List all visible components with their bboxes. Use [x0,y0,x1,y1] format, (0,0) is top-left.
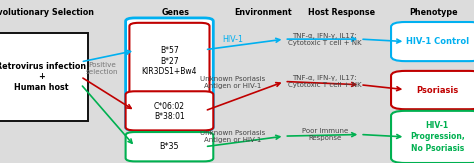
Text: Psoriasis: Psoriasis [416,86,458,95]
FancyBboxPatch shape [126,18,213,130]
FancyBboxPatch shape [391,22,474,61]
Text: Unknown Psoriasis
Antigen or HIV-1: Unknown Psoriasis Antigen or HIV-1 [200,76,265,89]
FancyBboxPatch shape [129,23,210,101]
FancyBboxPatch shape [391,111,474,163]
Text: Positive
selection: Positive selection [86,62,118,75]
Text: HIV-1
Progression,
No Psoriasis: HIV-1 Progression, No Psoriasis [410,121,465,153]
Text: Genes: Genes [161,8,190,17]
Text: Unknown Psoriasis
Antigen or HIV-1: Unknown Psoriasis Antigen or HIV-1 [200,130,265,143]
Text: Environment: Environment [234,8,292,17]
Text: Retrovirus infection
+
Human host: Retrovirus infection + Human host [0,62,87,91]
FancyBboxPatch shape [126,91,213,130]
Text: HIV-1: HIV-1 [222,35,243,44]
FancyBboxPatch shape [126,132,213,161]
FancyBboxPatch shape [391,71,474,109]
Text: HIV-1 Control: HIV-1 Control [406,37,469,46]
Text: TNF-α, IFN-γ, IL17:
Cytotoxic T cell + NK: TNF-α, IFN-γ, IL17: Cytotoxic T cell + N… [288,75,362,88]
FancyBboxPatch shape [0,33,88,121]
Text: B*35: B*35 [160,142,179,151]
Text: B*57
B*27
KIR3DS1+Bw4: B*57 B*27 KIR3DS1+Bw4 [141,46,197,76]
Text: Poor Immune
Response: Poor Immune Response [301,128,348,141]
Text: TNF-α, IFN-γ, IL17:
Cytotoxic T cell + NK: TNF-α, IFN-γ, IL17: Cytotoxic T cell + N… [288,33,362,46]
Text: Host Response: Host Response [308,8,375,17]
Text: Evolutionary Selection: Evolutionary Selection [0,8,94,17]
Text: C*06:02
B*38:01: C*06:02 B*38:01 [154,102,185,121]
Text: Phenotype: Phenotype [410,8,458,17]
